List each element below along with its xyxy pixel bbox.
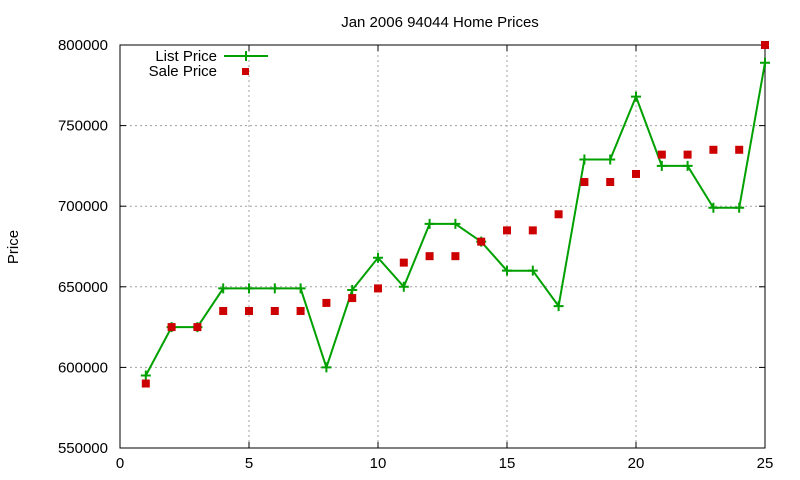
ticks: 0 5 10 15 20 25 550000 600000 650000 700000 750000…	[58, 37, 773, 472]
sale-price-point	[374, 284, 382, 293]
list-price-point	[140, 370, 151, 381]
plot-border	[119, 44, 766, 449]
x-tick-label: 15	[499, 455, 516, 472]
list-price-point	[553, 301, 564, 312]
sale-price-point	[245, 306, 253, 315]
sale-price-point	[683, 150, 692, 159]
sale-price-point	[270, 306, 279, 315]
sale-price-point	[657, 150, 666, 159]
sale-price-point	[167, 323, 176, 332]
grid	[120, 45, 765, 448]
sale-price-point	[632, 169, 640, 178]
sale-price-point	[606, 178, 615, 187]
sale-price-point	[580, 178, 589, 187]
list-price-point	[347, 285, 358, 296]
list-price-point	[295, 283, 306, 294]
sale-price-point	[503, 226, 511, 235]
sale-price-point	[709, 145, 718, 154]
sale-price-point	[477, 237, 486, 246]
sale-price-point	[554, 210, 563, 219]
list-price-point	[605, 154, 616, 165]
sale-price-point	[425, 252, 434, 261]
sale-price-point	[761, 41, 769, 49]
x-tick-label: 20	[628, 455, 645, 472]
list-price-point	[682, 160, 693, 171]
y-tick-label: 800000	[58, 37, 108, 54]
list-price-point	[373, 252, 383, 263]
list-price-point	[398, 281, 409, 292]
y-axis-label: Price	[5, 230, 22, 264]
list-price-point	[502, 265, 512, 276]
y-tick-label: 650000	[58, 279, 108, 296]
list-price-point	[708, 202, 719, 213]
sale-price-point	[193, 323, 202, 332]
list-price-point	[631, 91, 641, 102]
series-layer	[140, 41, 770, 388]
x-tick-label: 10	[370, 455, 387, 472]
y-tick-label: 600000	[58, 359, 108, 376]
list-price-point	[450, 218, 461, 229]
x-tick-label: 25	[757, 455, 774, 472]
list-price-point	[734, 202, 745, 213]
legend-marker-sale-price	[242, 68, 249, 75]
y-tick-label: 550000	[58, 440, 108, 457]
list-price-point	[321, 362, 332, 373]
list-price-point	[424, 218, 435, 229]
list-price-point	[269, 283, 280, 294]
legend-marker-list-price	[241, 51, 251, 61]
sale-price-point	[141, 379, 150, 388]
list-price-point	[579, 154, 590, 165]
chart-title: Jan 2006 94044 Home Prices	[341, 14, 539, 31]
sale-price-point	[322, 298, 331, 307]
sale-price-point	[735, 145, 744, 154]
x-tick-label: 5	[245, 455, 253, 472]
list-price-point	[760, 57, 770, 68]
legend: List Price Sale Price	[149, 48, 268, 80]
y-tick-label: 700000	[58, 198, 108, 215]
list-price-point	[527, 265, 538, 276]
sale-price-point	[399, 258, 408, 267]
sale-price-point	[451, 252, 460, 261]
sale-price-point	[219, 306, 228, 315]
sale-price-point	[528, 226, 537, 235]
list-price-point	[218, 283, 229, 294]
list-price-point	[656, 160, 667, 171]
sale-price-point	[296, 306, 305, 315]
legend-label-list-price: List Price	[155, 48, 217, 65]
x-tick-label: 0	[116, 455, 124, 472]
list-price-point	[244, 283, 254, 294]
y-tick-label: 750000	[58, 118, 108, 135]
sale-price-point	[348, 294, 357, 303]
legend-label-sale-price: Sale Price	[149, 63, 217, 80]
